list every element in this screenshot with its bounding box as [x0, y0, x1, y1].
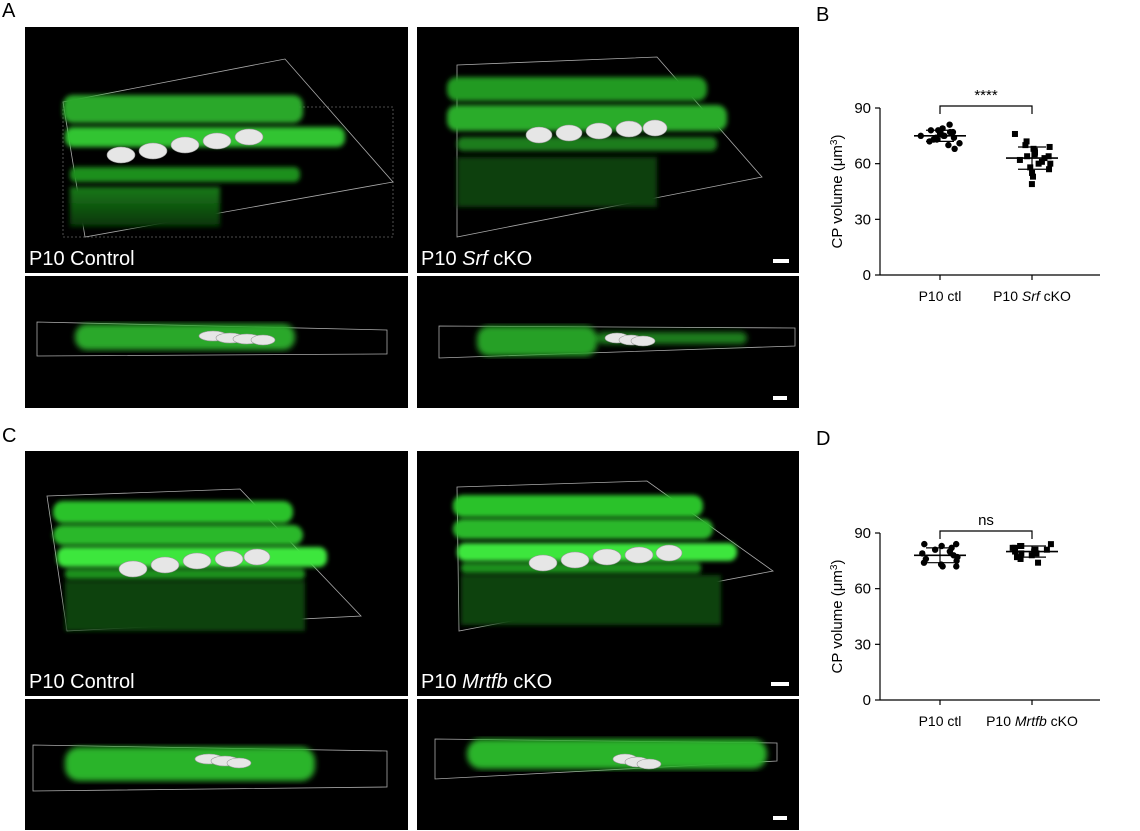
- chart-d-svg: 0 30 60 90 P10 ctl P10 Mrtfb cKO CP volume (μm…: [829, 512, 1100, 729]
- y-tick-label: 0: [863, 267, 871, 284]
- data-point: [1035, 559, 1042, 566]
- data-point: [953, 557, 960, 565]
- scale-bar: [773, 259, 789, 263]
- data-point: [1022, 142, 1029, 149]
- data-point: [1038, 158, 1045, 165]
- y-tick-label: 30: [854, 211, 871, 228]
- data-point: [951, 145, 958, 153]
- chart-d-cp-volume-mrtfb: 0 30 60 90 P10 ctl P10 Mrtfb cKO CP volume (μm…: [820, 445, 1130, 745]
- data-point: [1035, 160, 1042, 167]
- scale-bar: [773, 396, 787, 400]
- data-point: [1027, 164, 1034, 171]
- data-point: [1016, 156, 1023, 163]
- micrograph-c-mrtfb-top: P10 Mrtfb cKO: [417, 451, 799, 696]
- panel-letter-d: D: [816, 428, 831, 450]
- data-point: [1023, 138, 1030, 145]
- x-tick-label: P10 Srf cKO: [993, 288, 1071, 304]
- y-axis-label: CP volume (μm3): [829, 560, 847, 674]
- micrograph-c-control-top: P10 Control: [25, 451, 408, 696]
- micrograph-a-control-side: [25, 276, 408, 408]
- image-label: P10 Mrtfb cKO: [421, 671, 553, 693]
- data-point: [953, 563, 960, 570]
- y-tick-label: 60: [854, 156, 871, 173]
- data-point: [1047, 541, 1054, 548]
- data-point: [1011, 544, 1018, 551]
- data-point: [1046, 166, 1053, 173]
- micrograph-render: [36, 321, 388, 357]
- scale-bar: [773, 816, 787, 820]
- data-point: [1017, 555, 1024, 562]
- data-point: [1046, 143, 1053, 150]
- data-point: [1029, 173, 1036, 180]
- micrograph-render: [438, 325, 796, 359]
- data-point: [1011, 130, 1018, 137]
- data-point: [920, 559, 928, 566]
- chart-b-cp-volume-srf: 0 30 60 90 P10 ctl P10 Srf cKO CP volume (μm3)…: [820, 20, 1130, 320]
- micrograph-a-control-top: P10 Control: [25, 27, 408, 273]
- significance-label: ****: [974, 87, 998, 104]
- micrograph-a-srf-side: [417, 276, 799, 408]
- micrograph-render: [447, 56, 763, 238]
- y-tick-label: 30: [854, 636, 871, 653]
- image-label: P10 Control: [29, 671, 135, 693]
- panel-letter-b: B: [816, 4, 830, 26]
- y-tick-label: 90: [854, 100, 871, 117]
- chart-b-svg: 0 30 60 90 P10 ctl P10 Srf cKO CP volume (μm3)…: [829, 87, 1100, 304]
- significance-label: ns: [978, 512, 994, 529]
- data-point: [1031, 151, 1038, 158]
- data-point: [946, 121, 953, 128]
- micrograph-a-srf-top: P10 Srf cKO: [417, 27, 799, 273]
- y-tick-label: 0: [863, 692, 871, 709]
- data-point: [1045, 153, 1052, 160]
- significance-bracket: [939, 105, 1033, 114]
- data-point: [945, 141, 952, 149]
- panel-letter-a: A: [2, 0, 16, 22]
- x-tick-label: P10 Mrtfb cKO: [986, 713, 1078, 729]
- x-tick-label: P10 ctl: [919, 713, 962, 729]
- significance-bracket: [939, 530, 1033, 539]
- y-axis-label: CP volume (μm3): [829, 135, 847, 249]
- micrograph-render: [453, 480, 774, 632]
- data-point: [1033, 550, 1040, 557]
- y-tick-label: 60: [854, 581, 871, 598]
- data-point: [1013, 554, 1020, 561]
- scale-bar: [771, 682, 789, 686]
- micrograph-render: [62, 58, 394, 238]
- data-point: [952, 540, 960, 548]
- data-point: [956, 140, 963, 147]
- data-point: [1029, 169, 1036, 176]
- micrograph-c-mrtfb-side: [417, 699, 799, 830]
- image-label: P10 Srf cKO: [421, 248, 533, 270]
- data-point: [1028, 181, 1035, 188]
- y-tick-label: 90: [854, 525, 871, 542]
- panel-letter-c: C: [2, 425, 17, 447]
- data-point: [1047, 160, 1054, 167]
- image-label: P10 Control: [29, 248, 135, 270]
- data-point: [921, 540, 928, 548]
- data-point: [1024, 153, 1031, 160]
- micrograph-render: [46, 488, 362, 632]
- data-point: [1043, 546, 1050, 553]
- micrograph-render: [434, 738, 778, 780]
- micrograph-render: [32, 744, 388, 792]
- data-point: [1018, 550, 1025, 557]
- micrograph-c-control-side: [25, 699, 408, 830]
- x-tick-label: P10 ctl: [919, 288, 962, 304]
- data-point: [939, 563, 946, 570]
